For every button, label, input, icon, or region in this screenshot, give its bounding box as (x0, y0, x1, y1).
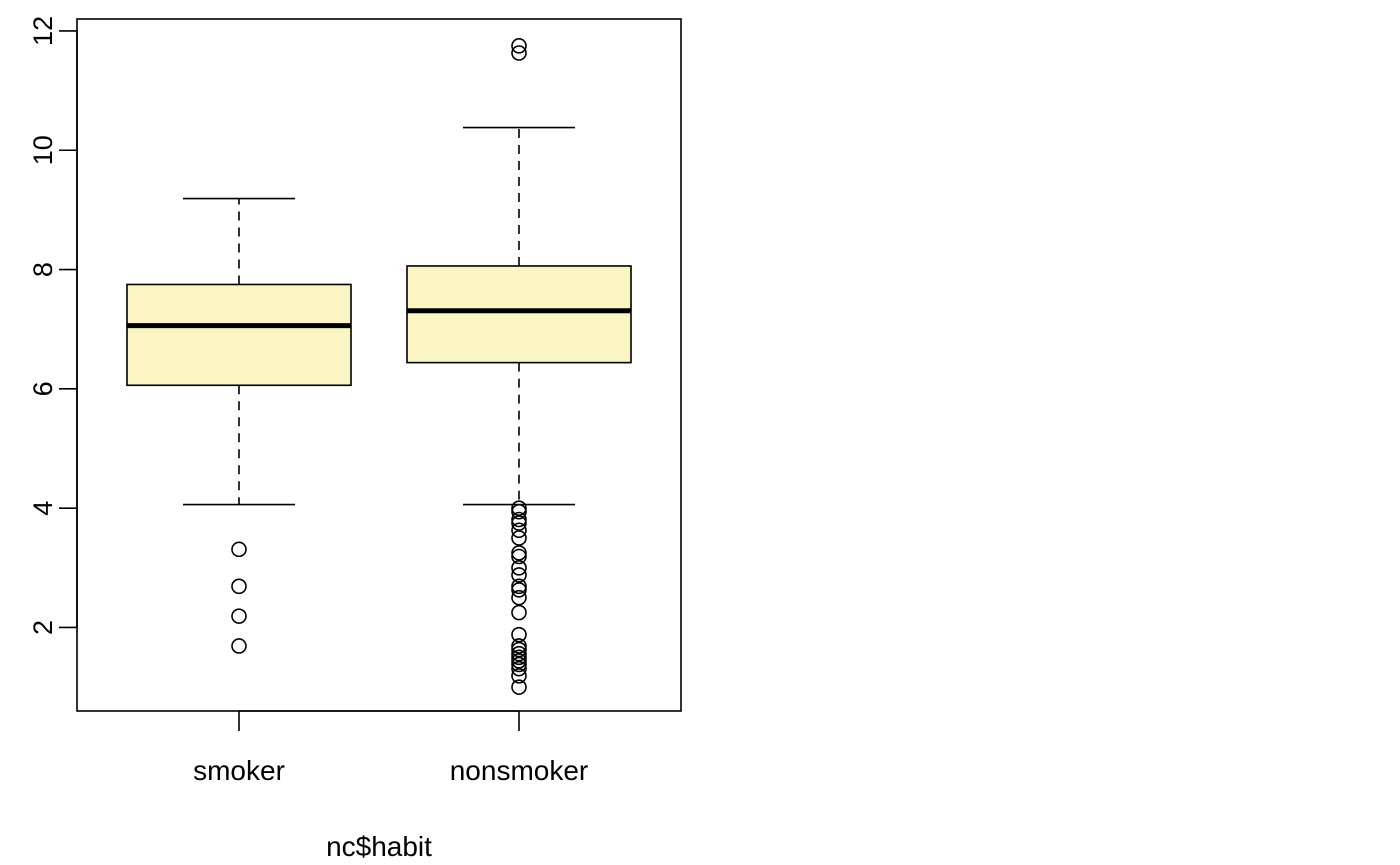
y-tick-label-2: 2 (28, 620, 58, 635)
outlier-nonsmoker-6 (511, 522, 527, 539)
outlier-nonsmoker-1 (511, 45, 527, 61)
outlier-nonsmoker-12 (511, 578, 527, 595)
y-tick-label-12: 12 (28, 16, 58, 46)
y-axis: 2 4 6 8 10 12 (28, 16, 78, 635)
outlier-nonsmoker-5 (511, 515, 527, 531)
outlier-nonsmoker-8 (511, 545, 527, 561)
outlier-nonsmoker-14 (511, 589, 527, 606)
box-smoker (126, 197, 352, 654)
x-axis-title: nc$habit (326, 831, 432, 862)
outlier-nonsmoker-24 (511, 668, 527, 684)
outlier-smoker-2 (231, 608, 247, 624)
outlier-nonsmoker-20 (511, 649, 527, 666)
outlier-nonsmoker-15 (511, 604, 527, 621)
y-tick-label-6: 6 (28, 381, 58, 396)
boxes-layer (126, 38, 632, 695)
y-tick-label-8: 8 (28, 262, 58, 277)
outlier-nonsmoker-23 (511, 660, 527, 677)
x-tick-label-smoker: smoker (193, 755, 285, 786)
outlier-nonsmoker-13 (511, 582, 527, 598)
outlier-nonsmoker-18 (511, 641, 527, 658)
outlier-smoker-0 (231, 541, 247, 558)
outlier-nonsmoker-25 (511, 679, 527, 695)
outlier-nonsmoker-11 (511, 567, 527, 583)
outlier-nonsmoker-10 (511, 560, 527, 576)
outlier-nonsmoker-21 (511, 653, 527, 669)
outlier-nonsmoker-22 (511, 656, 527, 673)
y-tick-label-4: 4 (28, 501, 58, 516)
outlier-nonsmoker-2 (511, 500, 527, 516)
iqr-box-smoker (126, 283, 352, 387)
outlier-nonsmoker-0 (511, 38, 527, 54)
y-tick-label-10: 10 (28, 135, 58, 165)
outlier-nonsmoker-19 (511, 645, 527, 662)
outlier-nonsmoker-17 (511, 638, 527, 654)
outlier-smoker-3 (231, 638, 247, 654)
outlier-nonsmoker-7 (511, 530, 527, 546)
outlier-smoker-1 (231, 578, 247, 595)
outlier-nonsmoker-9 (511, 548, 527, 565)
iqr-box-nonsmoker (406, 265, 632, 364)
outlier-nonsmoker-16 (511, 626, 527, 643)
box-nonsmoker (406, 38, 632, 695)
outlier-nonsmoker-3 (511, 503, 527, 520)
x-axis: smoker nonsmoker (193, 710, 589, 786)
outlier-nonsmoker-4 (511, 511, 527, 528)
x-tick-label-nonsmoker: nonsmoker (450, 755, 589, 786)
